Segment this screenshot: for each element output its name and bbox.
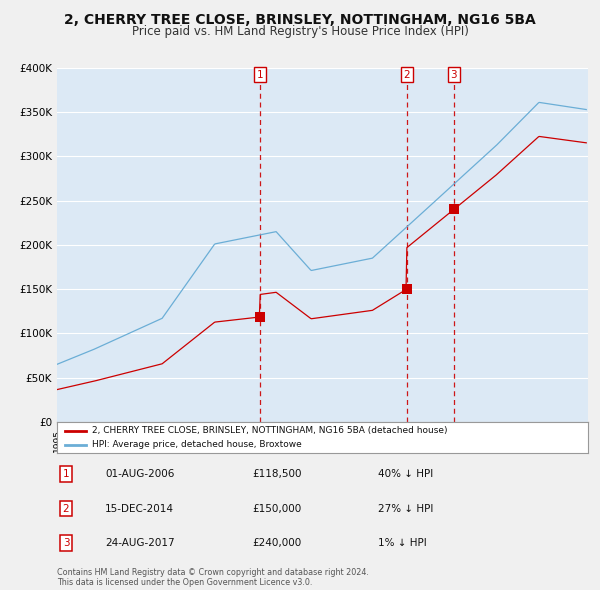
Text: 15-DEC-2014: 15-DEC-2014: [105, 504, 174, 513]
Text: 1: 1: [257, 70, 263, 80]
Text: 1: 1: [62, 470, 70, 479]
Text: 27% ↓ HPI: 27% ↓ HPI: [378, 504, 433, 513]
Text: £118,500: £118,500: [252, 470, 302, 479]
Text: Contains HM Land Registry data © Crown copyright and database right 2024.
This d: Contains HM Land Registry data © Crown c…: [57, 568, 369, 587]
Text: 3: 3: [451, 70, 457, 80]
Text: 1% ↓ HPI: 1% ↓ HPI: [378, 538, 427, 548]
Text: £150,000: £150,000: [252, 504, 301, 513]
Text: 3: 3: [62, 538, 70, 548]
Text: 2, CHERRY TREE CLOSE, BRINSLEY, NOTTINGHAM, NG16 5BA (detached house): 2, CHERRY TREE CLOSE, BRINSLEY, NOTTINGH…: [92, 426, 447, 435]
Text: Price paid vs. HM Land Registry's House Price Index (HPI): Price paid vs. HM Land Registry's House …: [131, 25, 469, 38]
Text: 2: 2: [62, 504, 70, 513]
Text: £240,000: £240,000: [252, 538, 301, 548]
Text: 2: 2: [403, 70, 410, 80]
Text: 2, CHERRY TREE CLOSE, BRINSLEY, NOTTINGHAM, NG16 5BA: 2, CHERRY TREE CLOSE, BRINSLEY, NOTTINGH…: [64, 13, 536, 27]
Text: 01-AUG-2006: 01-AUG-2006: [105, 470, 175, 479]
Text: 40% ↓ HPI: 40% ↓ HPI: [378, 470, 433, 479]
Text: 24-AUG-2017: 24-AUG-2017: [105, 538, 175, 548]
Text: HPI: Average price, detached house, Broxtowe: HPI: Average price, detached house, Brox…: [92, 440, 301, 450]
